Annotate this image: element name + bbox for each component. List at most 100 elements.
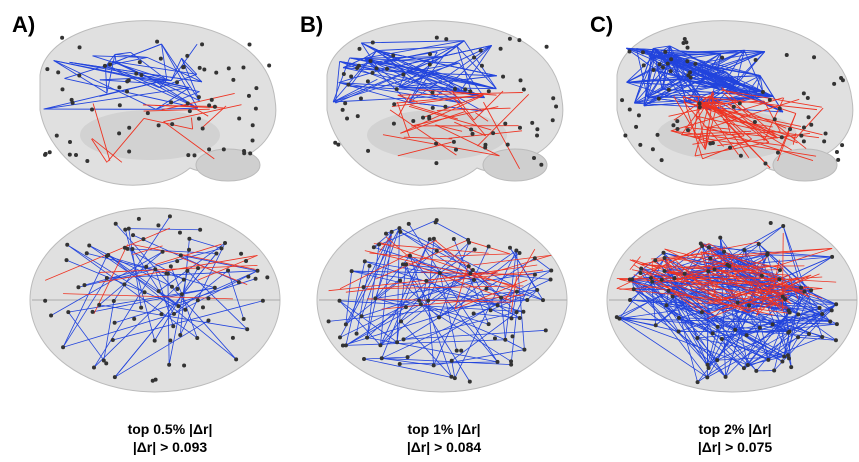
edge-decrease: [473, 250, 517, 281]
node: [156, 123, 161, 128]
node: [471, 311, 476, 316]
edge-increase: [391, 94, 484, 108]
edge-decrease: [113, 216, 171, 302]
node: [799, 133, 804, 138]
node: [112, 375, 117, 380]
node: [495, 359, 500, 364]
edge-decrease: [345, 271, 353, 325]
edge-decrease: [643, 61, 671, 107]
edge-decrease: [669, 53, 727, 73]
edge-decrease: [754, 75, 761, 98]
node: [532, 256, 537, 261]
edge-decrease: [332, 78, 378, 103]
node: [112, 320, 117, 325]
edge-decrease: [170, 266, 183, 295]
edge-increase: [435, 124, 500, 157]
node: [459, 348, 464, 353]
node: [108, 62, 113, 67]
edge-decrease: [381, 239, 431, 359]
node: [253, 106, 258, 111]
node: [374, 66, 379, 71]
node: [394, 87, 399, 92]
node: [426, 298, 431, 303]
edge-decrease: [725, 290, 812, 378]
node: [400, 262, 405, 267]
node: [525, 298, 530, 303]
node: [397, 362, 402, 367]
node: [796, 312, 801, 317]
node: [395, 340, 400, 345]
node: [517, 316, 522, 321]
edge-decrease: [147, 57, 203, 83]
node: [102, 63, 107, 68]
edge-decrease: [62, 255, 108, 348]
node: [326, 319, 331, 324]
edge-decrease: [756, 331, 790, 372]
edge-decrease: [653, 45, 670, 49]
node: [698, 241, 703, 246]
node: [468, 89, 473, 94]
node: [170, 122, 175, 127]
node: [688, 75, 693, 80]
node: [532, 272, 537, 277]
node: [221, 147, 226, 152]
edge-decrease: [631, 268, 642, 280]
edge-decrease: [361, 42, 461, 92]
edge-increase: [201, 105, 227, 129]
node: [786, 330, 791, 335]
edge-decrease: [361, 42, 483, 112]
edge-increase: [483, 101, 520, 170]
node: [167, 362, 172, 367]
node: [834, 322, 839, 327]
node: [401, 337, 406, 342]
node: [187, 109, 192, 114]
edge-decrease: [434, 71, 497, 90]
node: [125, 79, 130, 84]
edge-decrease: [626, 75, 761, 83]
edge-decrease: [427, 272, 441, 301]
edge-decrease: [124, 229, 156, 341]
node: [434, 218, 439, 223]
node: [662, 255, 667, 260]
node: [82, 283, 87, 288]
node: [757, 325, 762, 330]
node: [237, 116, 242, 121]
edge-decrease: [709, 97, 756, 111]
edge-increase: [439, 253, 510, 257]
edge-decrease: [380, 239, 431, 346]
edge-decrease: [89, 245, 173, 288]
node: [705, 375, 710, 380]
node: [836, 157, 841, 162]
edge-increase: [472, 254, 552, 266]
panel-label: A): [12, 12, 35, 37]
edge-decrease: [345, 231, 393, 325]
node: [130, 247, 135, 252]
node: [638, 142, 643, 147]
edge-decrease: [161, 43, 168, 81]
edge-decrease: [743, 336, 823, 369]
edge-increase: [717, 132, 811, 147]
edge-increase: [369, 252, 469, 264]
caption-line: top 0.5% |Δr|: [128, 421, 213, 437]
edge-decrease: [376, 50, 497, 77]
edge-decrease: [405, 40, 465, 73]
edge-increase: [668, 99, 745, 117]
node: [421, 115, 426, 120]
edge-increase: [702, 104, 739, 156]
edge-decrease: [339, 61, 407, 73]
node: [832, 81, 837, 86]
edge-decrease: [460, 45, 493, 91]
edge-decrease: [500, 297, 506, 340]
node: [175, 286, 180, 291]
node: [756, 242, 761, 247]
node: [242, 151, 247, 156]
node: [398, 278, 403, 283]
node: [356, 63, 361, 68]
node: [253, 276, 258, 281]
edge-decrease: [744, 243, 759, 251]
node: [550, 118, 555, 123]
edge-decrease: [349, 57, 460, 64]
edge-decrease: [181, 57, 186, 66]
edge-increase: [132, 245, 163, 255]
